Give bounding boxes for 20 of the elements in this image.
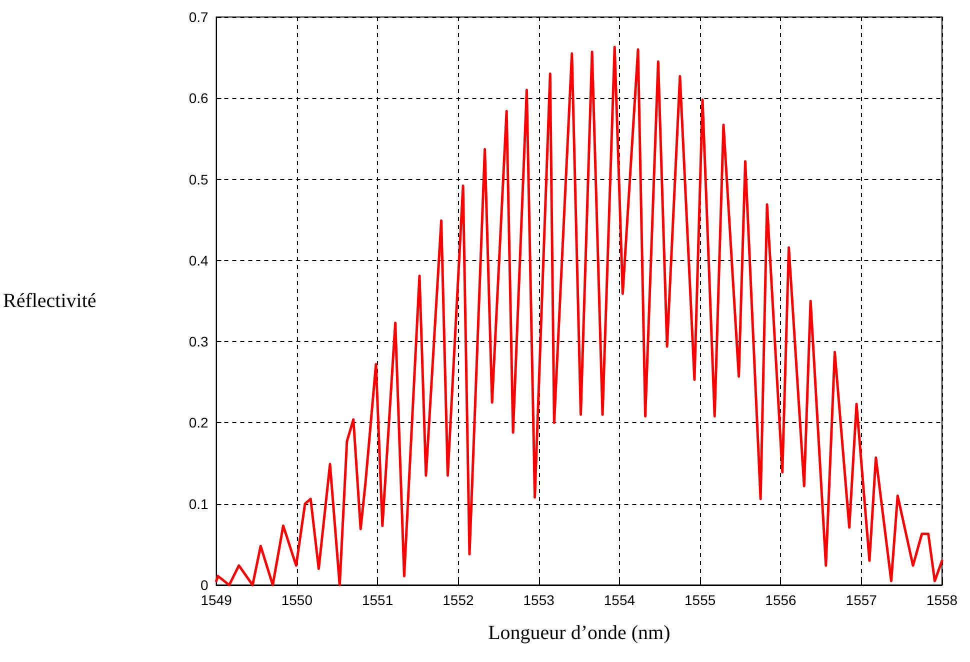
x-tick-label: 1555 xyxy=(684,592,716,608)
x-tick-label: 1549 xyxy=(200,592,232,608)
x-tick-label: 1550 xyxy=(281,592,313,608)
x-tick-label: 1553 xyxy=(523,592,555,608)
x-axis-title: Longueur d’onde (nm) xyxy=(488,622,670,644)
y-tick-label: 0.6 xyxy=(188,90,208,106)
y-tick-label: 0.7 xyxy=(188,9,208,25)
y-tick-label: 0.5 xyxy=(188,171,208,188)
y-tick-label: 0.2 xyxy=(188,414,208,431)
x-tick-label: 1552 xyxy=(442,592,474,608)
y-tick-label: 0.4 xyxy=(188,252,208,268)
y-tick-label: 0.1 xyxy=(188,496,208,512)
x-tick-label: 1558 xyxy=(926,592,958,608)
x-tick-label: 1551 xyxy=(362,592,394,608)
y-axis-title: Réflectivité xyxy=(2,290,96,312)
x-tick-label: 1557 xyxy=(846,592,878,608)
y-tick-label: 0 xyxy=(200,577,208,593)
x-tick-label: 1556 xyxy=(765,592,797,608)
x-tick-label: 1554 xyxy=(604,592,636,608)
y-tick-label: 0.3 xyxy=(188,334,208,350)
